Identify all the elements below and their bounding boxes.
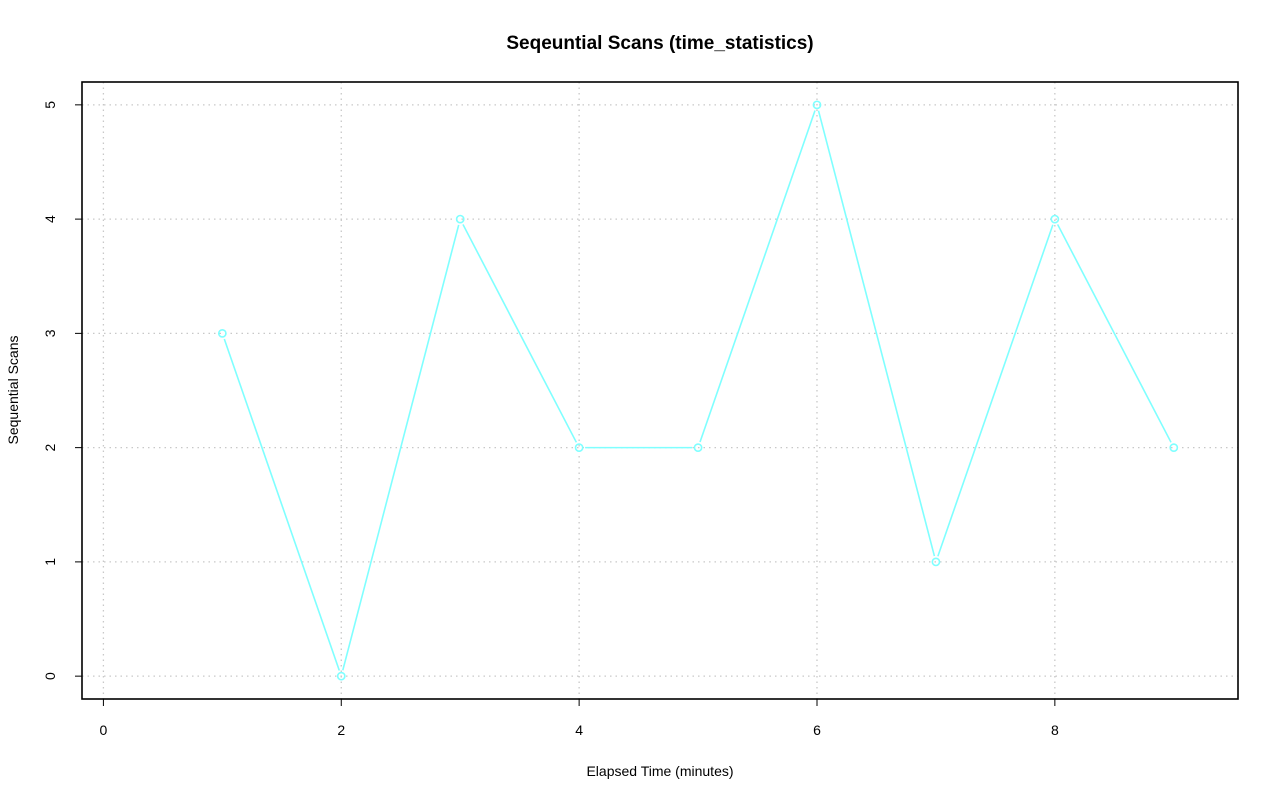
data-point bbox=[1169, 443, 1179, 453]
series-segment bbox=[1056, 224, 1172, 443]
x-tick-label: 2 bbox=[337, 722, 345, 738]
series-segment bbox=[462, 224, 578, 443]
x-tick-label: 8 bbox=[1051, 722, 1059, 738]
series-segment bbox=[699, 110, 816, 443]
data-point bbox=[812, 100, 822, 110]
data-point bbox=[336, 671, 346, 681]
y-tick-label: 3 bbox=[42, 329, 58, 337]
x-axis: 0 2 4 6 8 bbox=[100, 699, 1059, 738]
y-axis: 0 1 2 3 4 5 bbox=[42, 101, 82, 680]
data-point bbox=[1050, 214, 1060, 224]
series-segment bbox=[223, 338, 341, 671]
grid bbox=[82, 82, 1238, 699]
x-tick-label: 4 bbox=[575, 722, 583, 738]
plot-frame bbox=[81, 81, 1239, 700]
series-segment bbox=[817, 110, 936, 557]
y-tick-label: 2 bbox=[42, 444, 58, 452]
data-point bbox=[455, 214, 465, 224]
x-tick-label: 6 bbox=[813, 722, 821, 738]
data-series bbox=[217, 100, 1179, 681]
y-tick-label: 5 bbox=[42, 101, 58, 109]
data-point bbox=[693, 443, 703, 453]
chart-title: Seqeuntial Scans (time_statistics) bbox=[506, 33, 813, 54]
data-point bbox=[574, 443, 584, 453]
data-point bbox=[217, 328, 227, 338]
x-axis-label: Elapsed Time (minutes) bbox=[586, 763, 733, 779]
data-point bbox=[931, 557, 941, 567]
series-segment bbox=[342, 224, 460, 671]
y-axis-label: Sequential Scans bbox=[5, 336, 21, 445]
series-segment bbox=[937, 224, 1054, 557]
y-tick-label: 4 bbox=[42, 215, 58, 223]
x-tick-label: 0 bbox=[100, 722, 108, 738]
y-tick-label: 0 bbox=[42, 672, 58, 680]
y-tick-label: 1 bbox=[42, 558, 58, 566]
